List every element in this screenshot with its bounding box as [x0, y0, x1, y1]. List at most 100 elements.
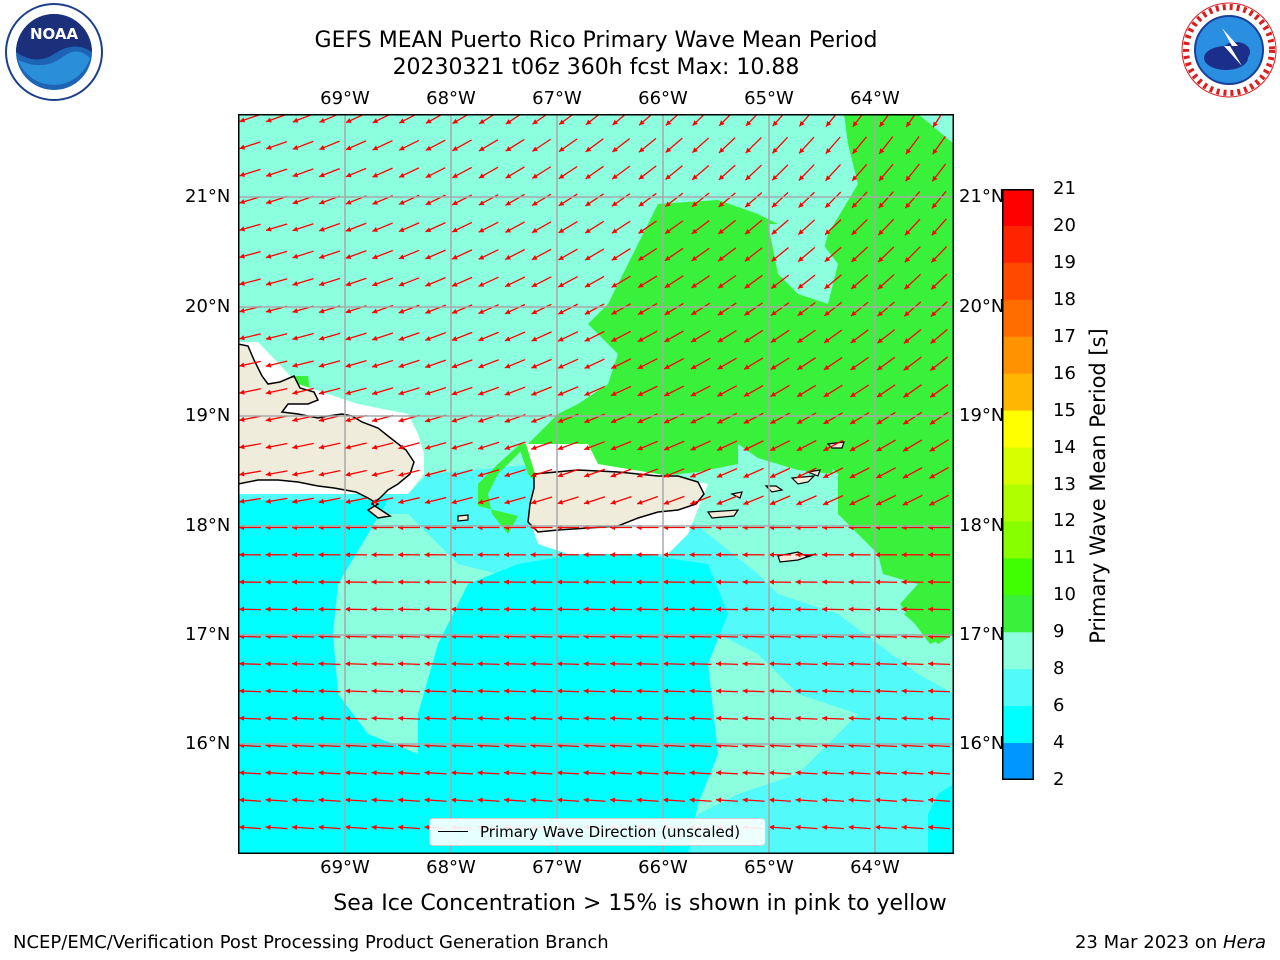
wave-arrow-head [901, 606, 907, 612]
wave-arrow-head [822, 797, 828, 803]
lat-label-right: 19°N [959, 405, 1005, 426]
wave-arrow-head [452, 254, 458, 260]
wave-arrow-head [371, 362, 378, 368]
wave-arrow-head [292, 579, 298, 585]
wave-arrow-head [928, 606, 934, 612]
wave-arrow-head [399, 145, 405, 151]
wave-arrow-head [504, 606, 510, 612]
wave-arrow-head [875, 552, 881, 558]
wave-arrow-head [504, 688, 510, 694]
wave-arrow-head [930, 338, 937, 344]
wave-arrow-head [318, 606, 324, 612]
wave-arrow-head [769, 552, 775, 558]
wave-arrow-head [691, 201, 698, 207]
wave-arrow-head [717, 391, 723, 397]
wave-arrow-head [265, 416, 272, 423]
wave-arrow-head [769, 715, 775, 721]
wave-arrow-head [742, 797, 748, 803]
wave-arrow-head [822, 715, 828, 721]
wave-arrow-head [851, 202, 858, 208]
wave-arrow-head [451, 417, 458, 423]
wave-arrow-head [477, 499, 484, 505]
wave-arrow-head [424, 444, 431, 450]
wave-arrow-head [665, 120, 672, 126]
wave-arrow-head [505, 309, 511, 314]
wave-arrow-head [771, 256, 777, 262]
lon-label-bottom: 64°W [850, 857, 900, 878]
wave-arrow-head [689, 579, 695, 585]
wave-arrow-head [689, 552, 695, 558]
wave-arrow-head [745, 147, 752, 154]
wave-arrow-head [292, 444, 298, 450]
wave-arrow-head [532, 173, 538, 179]
wave-arrow-head [583, 552, 589, 558]
wave-arrow-head [825, 202, 831, 208]
colorbar-label: Primary Wave Mean Period [s] [1086, 328, 1110, 644]
wave-arrow-head [636, 579, 642, 585]
wave-arrow-head [266, 199, 272, 205]
wave-arrow-head [822, 552, 828, 558]
wave-arrow-head [584, 336, 591, 342]
wave-arrow-head [717, 310, 724, 316]
colorbar-tick-label: 11 [1053, 547, 1076, 569]
wave-arrow-head [239, 770, 245, 776]
wave-arrow-head [504, 336, 511, 342]
wave-arrow-head [239, 117, 246, 123]
wave-arrow-head [849, 473, 856, 478]
wave-arrow-head [345, 552, 351, 558]
wave-arrow-head [719, 147, 725, 153]
wave-arrow-head [876, 446, 883, 452]
wave-arrow-head [372, 199, 378, 205]
wave-arrow-head [716, 797, 722, 803]
wave-arrow-head [318, 770, 324, 776]
wave-arrow-head [663, 606, 669, 612]
wave-arrow-head [901, 797, 907, 803]
wave-arrow-head [530, 499, 537, 505]
wave-arrow-head [371, 444, 378, 450]
colorbar-tick-label: 12 [1053, 510, 1076, 532]
wave-arrow-head [504, 499, 510, 505]
wave-arrow-head [318, 335, 325, 341]
lon-label-top: 64°W [850, 88, 900, 109]
wave-arrow-head [663, 797, 669, 803]
wave-arrow-head [826, 121, 832, 127]
wave-arrow-head [718, 256, 724, 262]
wave-arrow-head [292, 253, 299, 259]
wave-arrow-head [425, 308, 431, 314]
wave-arrow-head [769, 606, 775, 612]
wave-arrow-head [239, 171, 246, 177]
wave-arrow-head [585, 146, 592, 152]
wave-arrow-head [239, 797, 245, 803]
wave-arrow-head [611, 309, 618, 315]
wave-arrow-head [929, 446, 936, 452]
legend-label: Primary Wave Direction (unscaled) [480, 823, 741, 841]
colorbar-block [1002, 521, 1034, 559]
wave-arrow-head [478, 390, 484, 396]
wave-arrow-head [610, 661, 616, 667]
wave-arrow-head [531, 363, 538, 369]
wave-arrow-head [424, 797, 430, 803]
wave-arrow-head [877, 310, 884, 317]
wave-arrow-head [425, 281, 431, 287]
wave-arrow-head [583, 688, 589, 694]
map-subtitle: 20230321 t06z 360h fcst Max: 10.88 [392, 55, 800, 80]
wave-arrow-head [345, 172, 352, 178]
wave-arrow-head [504, 715, 510, 721]
wave-arrow-head [424, 688, 430, 694]
lat-lon-gridlines [238, 114, 954, 854]
wave-arrow-head [796, 418, 803, 424]
wave-arrow-head [478, 417, 484, 423]
wave-arrow-head [690, 472, 696, 478]
wave-arrow-head [664, 309, 671, 315]
map-title: GEFS MEAN Puerto Rico Primary Wave Mean … [314, 28, 878, 53]
colorbar-block [1002, 484, 1034, 523]
wave-arrow-head [398, 797, 404, 803]
lon-label-top: 69°W [320, 88, 370, 109]
wave-arrow-head [743, 391, 750, 397]
wave-arrow-head [371, 606, 377, 612]
wave-arrow-head [424, 661, 430, 667]
wave-arrow-head [558, 200, 565, 206]
wave-arrow-head [690, 418, 697, 424]
wave-arrow-head [742, 715, 748, 721]
wave-arrow-head [531, 227, 538, 233]
